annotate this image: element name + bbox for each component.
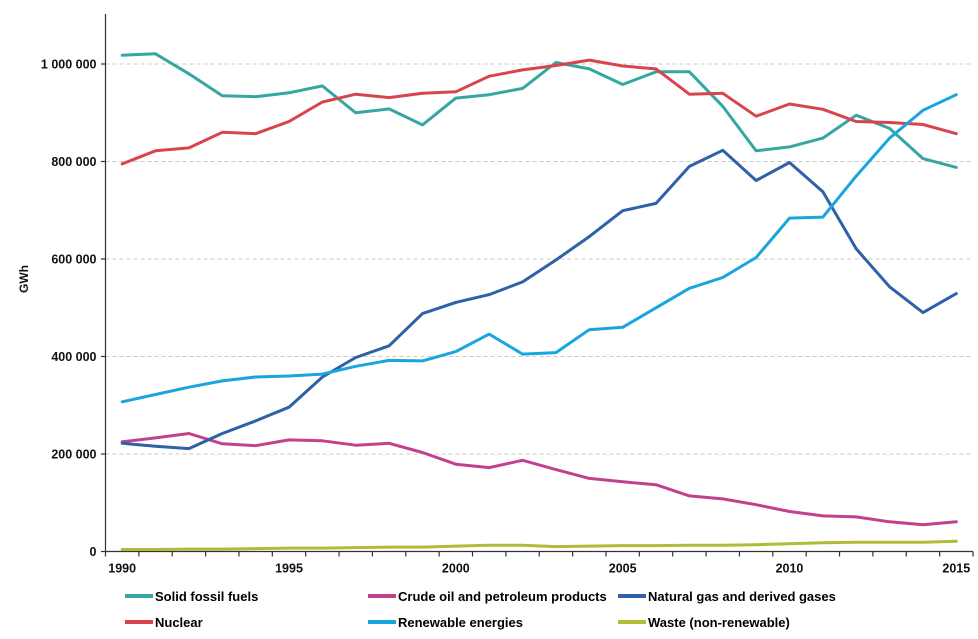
chart-plot-area: 0 200 000 400 000 600 000 800 000 1 000 000 19…: [41, 14, 974, 576]
y-tick-label: 600 000: [51, 253, 96, 267]
legend-label: Waste (non-renewable): [648, 614, 790, 630]
legend-item-waste-non-renewable-: Waste (non-renewable): [618, 614, 790, 630]
legend-swatch: [125, 594, 153, 598]
series-line-nuclear: [120, 58, 958, 166]
x-tick-label: 1995: [275, 562, 303, 576]
legend-label: Solid fossil fuels: [155, 588, 259, 604]
chart-legend: Solid fossil fuels Crude oil and petroleu…: [0, 583, 978, 639]
series-line-crude-oil-and-petroleum-products: [120, 432, 958, 527]
legend-swatch: [618, 620, 646, 624]
x-tick-label: 2005: [609, 562, 637, 576]
legend-item-crude-oil-and-petroleum-products: Crude oil and petroleum products: [368, 588, 607, 604]
x-tick-label: 1990: [108, 562, 136, 576]
legend-label: Crude oil and petroleum products: [398, 588, 607, 604]
legend-swatch: [125, 620, 153, 624]
legend-swatch: [368, 594, 396, 598]
y-tick-label: 400 000: [51, 350, 96, 364]
x-tick-label: 2010: [776, 562, 804, 576]
y-tick-label: 1 000 000: [41, 58, 97, 72]
legend-swatch: [368, 620, 396, 624]
x-tick-label: 2015: [942, 562, 970, 576]
legend-label: Natural gas and derived gases: [648, 588, 836, 604]
legend-item-natural-gas-and-derived-gases: Natural gas and derived gases: [618, 588, 836, 604]
legend-label: Renewable energies: [398, 614, 523, 630]
legend-label: Nuclear: [155, 614, 203, 630]
legend-item-renewable-energies: Renewable energies: [368, 614, 523, 630]
y-axis-unit-label: GWh: [17, 265, 31, 293]
legend-item-nuclear: Nuclear: [125, 614, 203, 630]
legend-item-solid-fossil-fuels: Solid fossil fuels: [125, 588, 258, 604]
series-line-renewable-energies: [120, 93, 958, 404]
y-tick-label: 200 000: [51, 448, 96, 462]
series-line-solid-fossil-fuels: [120, 52, 958, 169]
x-tick-label: 2000: [442, 562, 470, 576]
y-tick-label: 800 000: [51, 155, 96, 169]
legend-swatch: [618, 594, 646, 598]
series-line-waste-non-renewable-: [120, 539, 958, 551]
y-tick-label: 0: [90, 545, 97, 559]
series-line-natural-gas-and-derived-gases: [120, 148, 958, 451]
